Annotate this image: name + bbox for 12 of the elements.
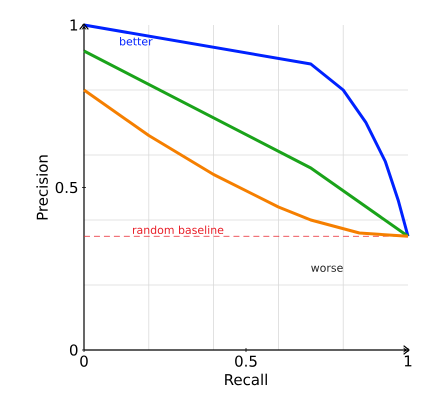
x-tick-label: 0: [80, 356, 88, 367]
y-axis-title: Precision: [36, 155, 48, 220]
x-tick-label: 0.5: [235, 356, 257, 367]
y-tick-label: 0.5: [56, 182, 78, 194]
annotation: better: [120, 37, 153, 46]
line-series: [82, 88, 410, 238]
y-tick-label: 1: [70, 20, 78, 30]
annotation: worse: [311, 266, 343, 272]
ref-line-label: random baseline: [133, 226, 224, 234]
x-axis-title: Recall: [225, 374, 267, 386]
y-tick-label: 0: [70, 344, 78, 356]
x-tick-label: 1: [404, 356, 412, 366]
